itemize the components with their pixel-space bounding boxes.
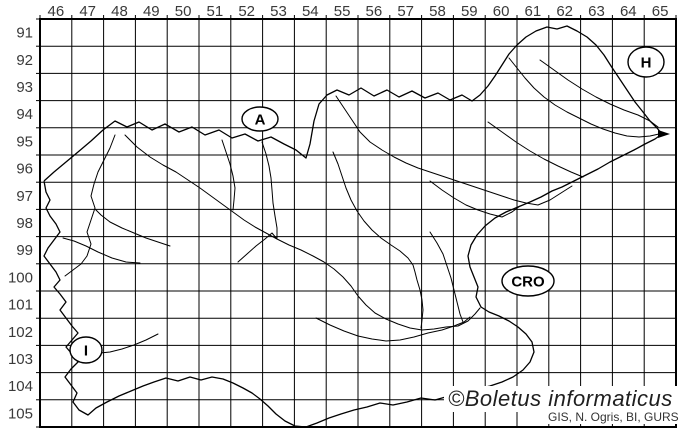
row-label: 105	[8, 405, 33, 422]
river-path	[315, 316, 471, 342]
row-label: 102	[8, 324, 33, 341]
col-label: 54	[302, 3, 319, 20]
country-label-text: I	[84, 343, 88, 360]
map-frame	[39, 18, 677, 428]
row-label: 101	[8, 297, 33, 314]
country-label-text: CRO	[511, 274, 545, 291]
col-label: 46	[48, 3, 65, 20]
row-label: 93	[16, 79, 33, 96]
country-label-ellipse	[627, 46, 665, 78]
col-label: 63	[588, 3, 605, 20]
col-label: 61	[525, 3, 542, 20]
col-label: 55	[334, 3, 351, 20]
river-path	[221, 139, 236, 211]
row-label: 103	[8, 351, 33, 368]
river-path	[94, 208, 171, 247]
river-path	[62, 237, 141, 264]
river-path	[508, 57, 660, 138]
river-path	[99, 333, 159, 354]
credits-text: GIS, N. Ogris, BI, GURS	[546, 410, 680, 424]
country-label-ellipse	[241, 106, 279, 132]
river-path	[335, 95, 573, 206]
watermark-text: ©Boletus informaticus	[444, 386, 677, 412]
row-label: 99	[16, 242, 33, 259]
col-label: 52	[238, 3, 255, 20]
row-label: 94	[16, 106, 33, 123]
river-path	[237, 232, 278, 263]
col-label: 50	[175, 3, 192, 20]
river-path	[124, 134, 481, 331]
river-path	[332, 151, 424, 329]
col-label: 48	[111, 3, 128, 20]
row-label: 104	[8, 378, 33, 395]
row-label: 91	[16, 25, 33, 42]
country-label-text: A	[255, 112, 266, 129]
col-label: 56	[366, 3, 383, 20]
col-label: 65	[652, 3, 669, 20]
col-label: 57	[397, 3, 414, 20]
row-label: 97	[16, 188, 33, 205]
row-label: 96	[16, 161, 33, 178]
country-label-text: H	[641, 55, 652, 72]
col-label: 60	[493, 3, 510, 20]
country-label-ellipse	[69, 336, 103, 364]
col-label: 62	[556, 3, 573, 20]
col-label: 53	[270, 3, 287, 20]
east-tip-marker	[658, 130, 670, 138]
river-path	[487, 121, 584, 178]
col-label: 49	[143, 3, 160, 20]
col-label: 51	[207, 3, 224, 20]
col-label: 47	[79, 3, 96, 20]
row-label: 100	[8, 269, 33, 286]
river-path	[429, 180, 521, 218]
country-border-path	[43, 25, 663, 428]
row-label: 98	[16, 215, 33, 232]
river-path	[429, 231, 464, 323]
river-path	[64, 134, 116, 277]
river-path	[539, 59, 659, 128]
row-label: 95	[16, 133, 33, 150]
col-label: 58	[429, 3, 446, 20]
col-label: 64	[620, 3, 637, 20]
country-label-ellipse	[501, 265, 555, 297]
river-path	[261, 141, 278, 239]
col-label: 59	[461, 3, 478, 20]
row-label: 92	[16, 52, 33, 69]
